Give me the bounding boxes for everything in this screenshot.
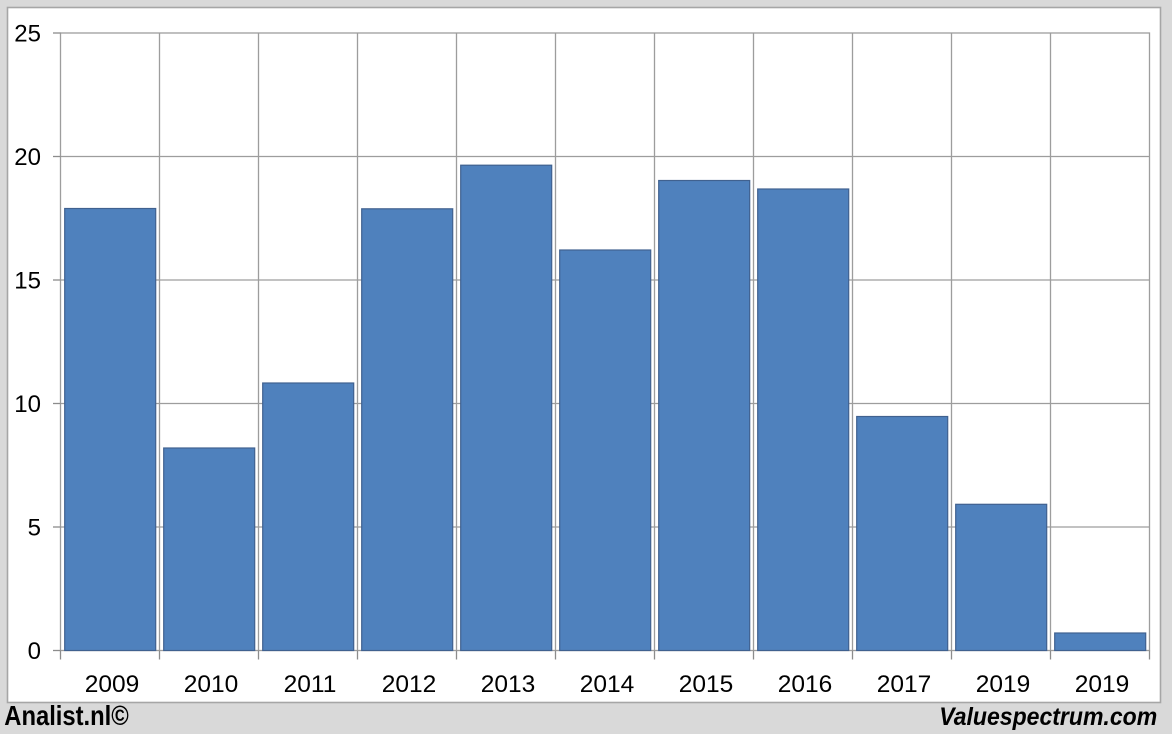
svg-text:5: 5 [28, 515, 41, 542]
svg-text:2017: 2017 [877, 671, 932, 698]
svg-text:2015: 2015 [679, 671, 734, 698]
svg-text:0: 0 [28, 638, 41, 665]
svg-text:2010: 2010 [184, 671, 239, 698]
svg-text:2009: 2009 [85, 671, 140, 698]
svg-text:2012: 2012 [382, 671, 437, 698]
svg-text:Valuespectrum.com: Valuespectrum.com [939, 703, 1157, 731]
svg-text:2019: 2019 [1075, 671, 1130, 698]
svg-text:25: 25 [14, 21, 41, 48]
svg-text:10: 10 [14, 391, 41, 418]
svg-text:2014: 2014 [580, 671, 635, 698]
svg-text:Analist.nl©: Analist.nl© [4, 700, 129, 731]
svg-text:2016: 2016 [778, 671, 833, 698]
svg-text:2011: 2011 [284, 671, 337, 698]
svg-text:2013: 2013 [481, 671, 536, 698]
svg-text:15: 15 [14, 268, 41, 295]
svg-text:2019: 2019 [976, 671, 1031, 698]
svg-text:20: 20 [14, 144, 41, 171]
